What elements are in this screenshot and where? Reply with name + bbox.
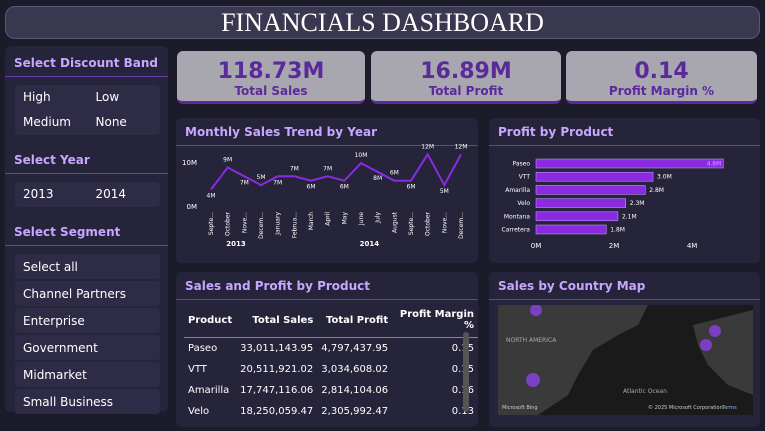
map-bubble[interactable]: [709, 325, 721, 337]
filter-box: 2013 2014: [15, 182, 160, 207]
filter-option[interactable]: 2014: [95, 187, 127, 201]
kpi-value: 16.89M: [420, 59, 512, 84]
scrollbar[interactable]: [463, 332, 469, 412]
kpi-card: 118.73M Total Sales: [177, 51, 365, 104]
filter-option[interactable]: Select all: [15, 254, 160, 279]
table-cell: 17,747,116.06: [240, 385, 314, 396]
table-row: Amarilla 17,747,116.06 2,814,104.060.16: [184, 380, 478, 401]
table-cell: 20,511,921.02: [240, 364, 314, 375]
table-cell: 0.13: [451, 406, 474, 417]
column-header[interactable]: Product: [184, 305, 237, 338]
filter-title: Select Discount Band: [5, 46, 168, 77]
map-label: Atlantic Ocean: [623, 388, 667, 395]
map-bubble[interactable]: [530, 305, 542, 316]
filter-option[interactable]: Channel Partners: [15, 281, 160, 306]
table-cell: 0.15: [392, 359, 478, 380]
table-cell: 0.15: [392, 338, 478, 360]
table-cell: Velo: [188, 406, 210, 417]
filter-box: High Low Medium None: [15, 85, 160, 135]
table-cell: VTT: [188, 364, 207, 375]
table-cell: 4,797,437.95: [321, 343, 389, 354]
kpi-value: 118.73M: [217, 59, 325, 84]
filter-option[interactable]: None: [95, 115, 127, 129]
filter-option[interactable]: Low: [95, 90, 120, 104]
table-cell: 18,250,059.47: [240, 406, 314, 417]
kpi-card: 0.14 Profit Margin %: [566, 51, 757, 104]
table-cell: 2,814,104.06: [321, 385, 389, 396]
map-label: NORTH AMERICA: [506, 337, 557, 344]
panel-title: Sales and Profit by Product: [185, 279, 371, 293]
table-row: VTT 20,511,921.02 3,034,608.020.15: [184, 359, 478, 380]
bar-panel: Profit by Product: [489, 118, 760, 263]
table-panel: Sales and Profit by Product Product Total…: [176, 272, 478, 427]
land: [693, 310, 753, 395]
table-row: Velo 18,250,059.47 2,305,992.47 0.13: [184, 401, 478, 422]
line-panel: Monthly Sales Trend by Year: [176, 118, 478, 263]
table-cell: 3,034,608.02: [321, 364, 389, 375]
filter-box: Select all Channel Partners Enterprise Gove…: [15, 254, 160, 414]
filter-option[interactable]: Government: [15, 335, 160, 360]
filter-option[interactable]: Medium: [23, 115, 71, 129]
map-copyright: © 2025 Microsoft Corporation: [648, 404, 723, 411]
filter-option[interactable]: Midmarket: [15, 362, 160, 387]
kpi-label: Profit Margin %: [608, 84, 715, 98]
kpi-label: Total Sales: [234, 84, 308, 98]
kpi-label: Total Profit: [428, 84, 504, 98]
map-terms[interactable]: Terms: [721, 405, 737, 411]
filter-option[interactable]: High: [23, 90, 51, 104]
filter-title: Select Year: [5, 143, 168, 174]
land: [498, 305, 648, 415]
table-cell: Paseo: [188, 343, 218, 354]
table-cell: Amarilla: [188, 385, 230, 396]
map-bubble[interactable]: [700, 339, 712, 351]
map-brand: Microsoft Bing: [502, 405, 538, 411]
dashboard-title: FINANCIALS DASHBOARD: [5, 6, 760, 39]
panel-title: Sales by Country Map: [498, 279, 646, 293]
map-bubble[interactable]: [526, 373, 540, 387]
column-header[interactable]: Total Profit: [317, 305, 393, 338]
panel-title: Monthly Sales Trend by Year: [185, 125, 377, 139]
kpi-value: 0.14: [634, 59, 689, 84]
filter-option[interactable]: 2013: [23, 187, 54, 201]
map: NORTH AMERICA Atlantic Ocean Microsoft B…: [498, 305, 753, 415]
filter-option[interactable]: Small Business: [15, 389, 160, 414]
table: Product Total Sales Total Profit Profit Mar…: [184, 305, 478, 422]
filter-title: Select Segment: [5, 215, 168, 246]
kpi-card: 16.89M Total Profit: [371, 51, 561, 104]
panel-title: Profit by Product: [498, 125, 614, 139]
column-header[interactable]: Total Sales: [236, 305, 318, 338]
table-cell: 2,305,992.47: [321, 406, 389, 417]
table-cell: 33,011,143.95: [240, 343, 314, 354]
filter-option[interactable]: Enterprise: [15, 308, 160, 333]
table-cell: 0.16: [392, 380, 478, 401]
table-row: Paseo 33,011,143.95 4,797,437.950.15: [184, 338, 478, 360]
filter-panel: Select Discount Band High Low Medium None Sel…: [5, 46, 168, 414]
map-panel: Sales by Country Map NORTH AMERICA Atlan…: [489, 272, 760, 427]
